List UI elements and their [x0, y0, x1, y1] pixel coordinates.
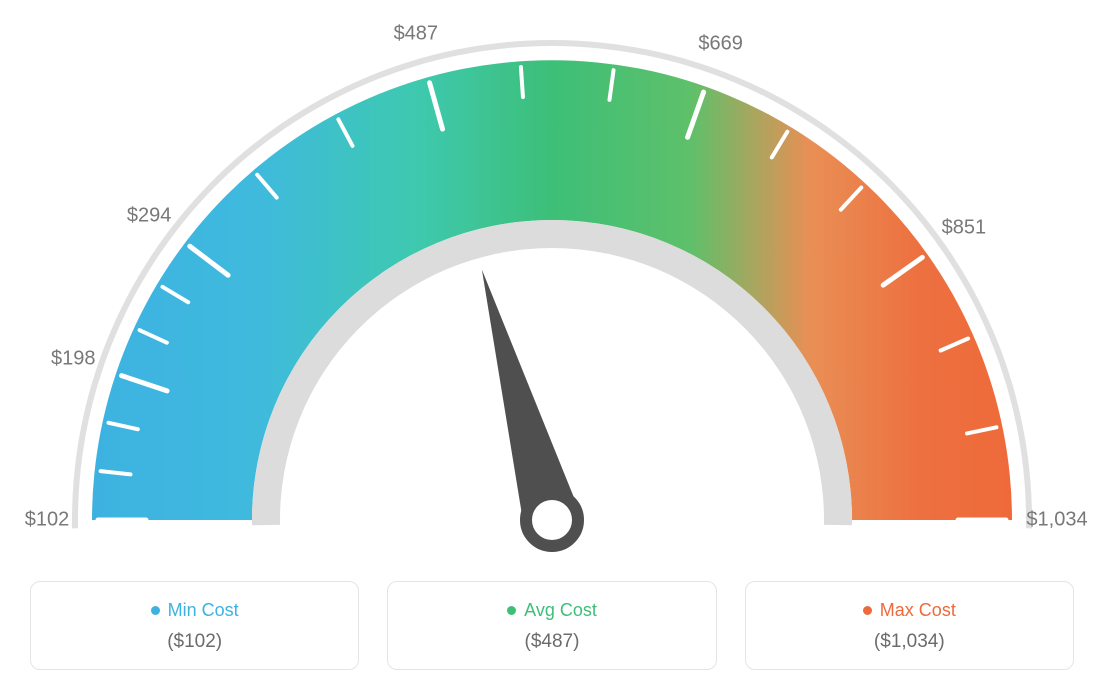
legend-label-avg: Avg Cost: [507, 600, 597, 621]
legend-value-min: ($102): [41, 631, 348, 653]
legend-value-avg: ($487): [398, 631, 705, 653]
gauge-svg: [0, 0, 1104, 580]
legend-label-max-text: Max Cost: [880, 600, 956, 621]
gauge-tick-label: $669: [698, 32, 743, 55]
legend-row: Min Cost ($102) Avg Cost ($487) Max Cost…: [30, 581, 1074, 670]
gauge-tick-label: $1,034: [1026, 509, 1087, 532]
legend-card-avg: Avg Cost ($487): [387, 581, 716, 670]
gauge-tick-label: $294: [127, 204, 172, 227]
gauge-tick-label: $102: [25, 509, 70, 532]
legend-label-avg-text: Avg Cost: [524, 600, 597, 621]
legend-label-min-text: Min Cost: [168, 600, 239, 621]
cost-gauge-chart: $102 $198 $294 $487 $669 $851 $1,034 Min Cost …: [0, 0, 1104, 690]
legend-card-max: Max Cost ($1,034): [745, 581, 1074, 670]
legend-card-min: Min Cost ($102): [30, 581, 359, 670]
gauge-tick-label: $487: [394, 22, 439, 45]
legend-dot-max: [863, 606, 872, 615]
legend-value-max: ($1,034): [756, 631, 1063, 653]
legend-dot-min: [151, 606, 160, 615]
legend-dot-avg: [507, 606, 516, 615]
gauge-tick-label: $851: [942, 216, 987, 239]
legend-label-max: Max Cost: [863, 600, 956, 621]
gauge-tick-label: $198: [51, 348, 96, 371]
legend-label-min: Min Cost: [151, 600, 239, 621]
gauge-area: $102 $198 $294 $487 $669 $851 $1,034: [0, 0, 1104, 580]
